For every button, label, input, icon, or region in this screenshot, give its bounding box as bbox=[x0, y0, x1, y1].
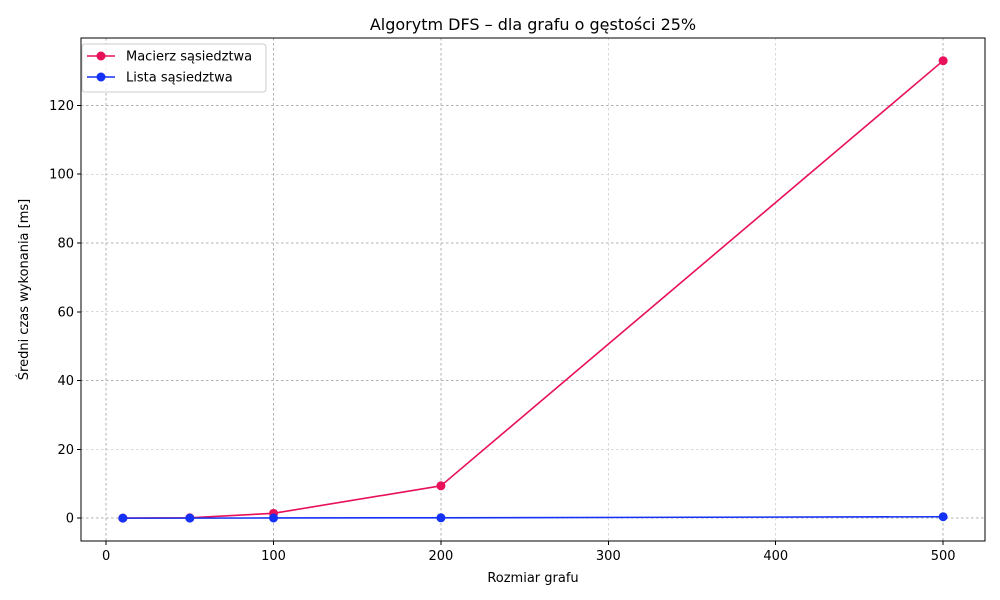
legend-label: Macierz sąsiedztwa bbox=[126, 50, 252, 65]
chart-title: Algorytm DFS – dla grafu o gęstości 25% bbox=[370, 15, 696, 34]
legend-marker bbox=[96, 72, 106, 82]
series-2 bbox=[118, 512, 948, 523]
series-layer bbox=[118, 56, 948, 523]
legend-item: Macierz sąsiedztwa bbox=[87, 50, 252, 65]
x-tick-label: 500 bbox=[931, 549, 956, 564]
x-axis-title: Rozmiar grafu bbox=[487, 571, 578, 586]
data-point bbox=[185, 513, 195, 523]
data-point bbox=[436, 481, 446, 491]
y-tick-label: 40 bbox=[57, 374, 74, 389]
x-tick-label: 300 bbox=[596, 549, 621, 564]
legend-item: Lista sąsiedztwa bbox=[87, 71, 233, 86]
data-point bbox=[938, 56, 948, 66]
y-axis-title: Średni czas wykonania [ms] bbox=[16, 199, 32, 380]
series-1 bbox=[118, 56, 948, 523]
data-point bbox=[269, 513, 279, 523]
x-tick-label: 200 bbox=[429, 549, 454, 564]
y-tick-label: 60 bbox=[57, 305, 74, 320]
y-tick-label: 0 bbox=[66, 512, 74, 527]
data-point bbox=[938, 512, 948, 522]
data-point bbox=[118, 513, 128, 523]
series-line bbox=[122, 515, 944, 519]
y-tick-label: 80 bbox=[57, 236, 74, 251]
y-tick-label: 120 bbox=[49, 99, 74, 114]
ticks: 0 100 200 300 400 500 0 20 40 60 80 100 120 bbox=[49, 99, 955, 564]
plot-frame bbox=[80, 37, 986, 542]
grid bbox=[81, 38, 985, 541]
y-tick-label: 100 bbox=[49, 168, 74, 183]
y-tick-label: 20 bbox=[57, 443, 74, 458]
data-point bbox=[436, 513, 446, 523]
legend-box bbox=[81, 43, 267, 93]
legend-label: Lista sąsiedztwa bbox=[126, 71, 233, 86]
legend-marker bbox=[96, 51, 106, 61]
x-tick-label: 0 bbox=[102, 549, 110, 564]
x-tick-label: 100 bbox=[261, 549, 286, 564]
x-tick-label: 400 bbox=[763, 549, 788, 564]
legend: Macierz sąsiedztwa Lista sąsiedztwa bbox=[81, 43, 267, 93]
